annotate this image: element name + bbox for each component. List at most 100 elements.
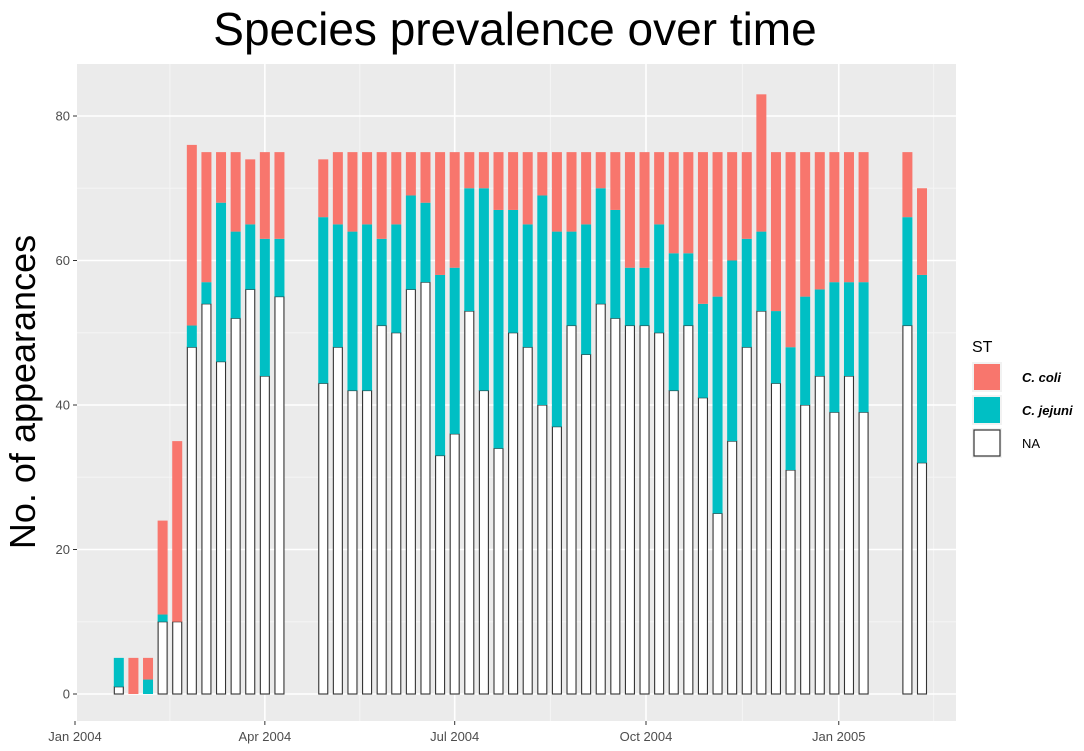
bar-c-coli [347,152,358,232]
bar-c-coli [274,152,285,239]
bar-c-coli [259,152,270,239]
bar-c-jejuni [785,347,796,471]
bar-c-jejuni [157,614,168,622]
bar-c-jejuni [566,231,577,326]
bar-na [858,411,869,695]
bar-c-coli [785,152,796,348]
bar-na [186,346,197,695]
bar-c-coli [157,520,168,615]
bar-na [318,382,329,695]
bar-na [712,512,723,695]
bar-c-coli [654,152,665,225]
bar-c-jejuni [624,267,635,326]
bar-na [493,447,504,695]
x-tick-label: Apr 2004 [238,729,291,744]
bar-c-coli [186,144,197,326]
bar-c-jejuni [829,282,840,413]
bar-na [829,411,840,695]
bar-c-coli [595,152,606,189]
bar-c-coli [420,152,431,203]
bar-na [595,303,606,695]
bar-c-jejuni [741,238,752,348]
bar-c-coli [391,152,402,225]
bar-c-coli [770,152,781,312]
bar-c-jejuni [522,224,533,348]
bar-na [274,296,285,695]
bar-c-jejuni [551,231,562,427]
bar-c-coli [201,152,212,283]
bar-c-jejuni [814,289,825,377]
bar-c-jejuni [216,202,227,362]
y-tick-label: 40 [56,398,70,413]
bar-c-jejuni [770,311,781,384]
bar-c-jejuni [917,274,927,463]
bar-na [230,317,241,695]
bar-c-jejuni [391,224,402,333]
bar-c-coli [245,159,256,225]
bar-na [449,433,460,695]
bar-c-jejuni [274,238,285,297]
bar-c-jejuni [654,224,665,333]
bar-c-coli [128,657,139,694]
bar-c-jejuni [230,231,241,319]
bar-c-coli [508,152,519,210]
bar-na [157,621,168,695]
bar-c-jejuni [259,238,270,377]
bar-na [639,324,650,695]
bar-c-jejuni [449,267,460,434]
bar-na [435,455,446,695]
y-tick-label: 20 [56,542,70,557]
bar-na [551,426,562,695]
bar-na [347,389,358,695]
bar-na [668,389,679,695]
bar-c-jejuni [581,224,592,355]
bar-c-jejuni [347,231,358,391]
bar-c-coli [610,152,621,210]
bar-c-jejuni [435,274,446,456]
bar-na [581,353,592,695]
bar-c-coli [668,152,679,254]
bar-c-coli [741,152,752,239]
bar-c-coli [624,152,635,268]
axes: 0 20 40 60 80 Jan 2004 Apr 2004 Jul 2004 Oct 200… [48,109,865,745]
bar-c-jejuni [143,679,154,694]
bar-c-jejuni [843,282,854,377]
bar-c-jejuni [683,253,694,326]
bar-c-jejuni [712,296,723,514]
bar-c-coli [405,152,416,196]
legend-title: ST [972,339,993,356]
bar-c-coli [172,441,183,622]
bar-c-coli [902,152,913,218]
bar-c-coli [376,152,387,239]
bar-na [697,397,708,695]
bar-c-coli [230,152,241,232]
bar-c-coli [332,152,343,225]
bar-c-jejuni [405,195,416,290]
bar-c-jejuni [800,296,811,405]
bar-c-coli [478,152,489,189]
x-tick-label: Jan 2004 [48,729,102,744]
bar-na [916,462,928,695]
bar-c-jejuni [508,209,519,333]
bar-na [624,324,635,695]
bar-na [245,288,256,695]
bar-na [391,332,402,695]
bar-na [464,310,475,695]
bar-na [332,346,343,695]
x-tick-label: Jul 2004 [430,729,479,744]
bar-c-coli [756,94,767,232]
bar-c-coli [216,152,227,203]
bar-na [201,303,212,695]
chart-title: Species prevalence over time [213,3,817,55]
bar-c-jejuni [858,282,869,413]
bar-c-jejuni [201,282,212,304]
bar-c-jejuni [727,260,738,442]
bar-na [785,469,796,695]
bar-c-coli [858,152,869,283]
bar-na [522,346,533,695]
bar-c-coli [143,657,154,680]
bar-c-coli [493,152,504,210]
bar-c-jejuni [756,231,767,312]
bar-c-coli [814,152,825,290]
bar-c-coli [639,152,650,268]
